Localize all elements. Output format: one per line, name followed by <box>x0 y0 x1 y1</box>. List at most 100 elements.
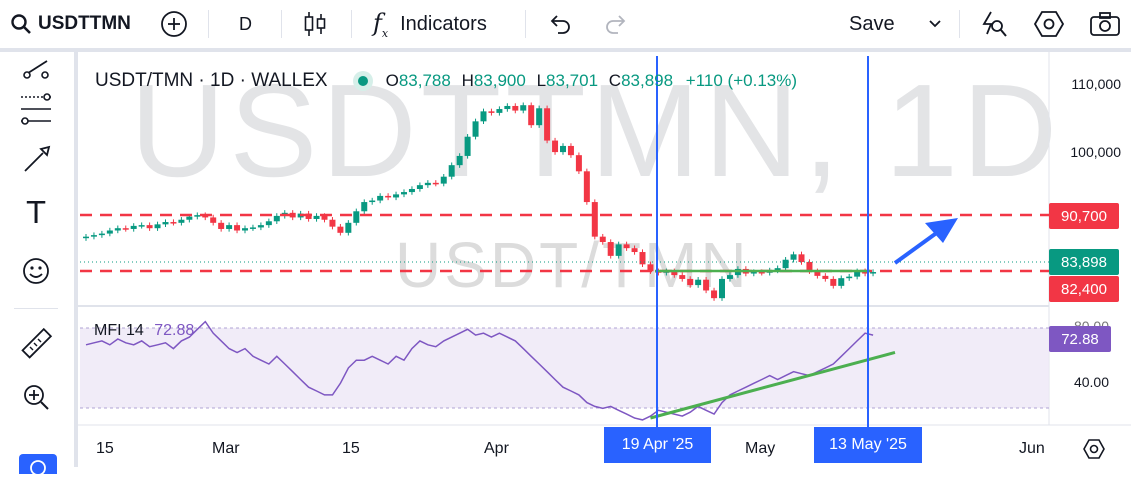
candle-body <box>90 235 97 237</box>
candle-body <box>416 185 423 189</box>
tool-fib-retracement[interactable] <box>17 90 55 128</box>
text-tool-icon: T <box>26 195 46 231</box>
redo-icon <box>606 15 626 34</box>
candle-body <box>512 105 519 111</box>
candle-body <box>703 279 710 291</box>
candle-body <box>854 271 861 277</box>
separator <box>525 10 526 38</box>
candle-body <box>329 219 336 227</box>
compare-button[interactable] <box>160 0 188 48</box>
lightning-search-icon <box>982 11 1007 37</box>
redo-button[interactable] <box>604 0 628 48</box>
candle-body <box>464 136 471 156</box>
mfi-line <box>85 320 874 421</box>
save-menu-button[interactable] <box>928 0 942 48</box>
candle-body <box>583 171 590 203</box>
candle-body <box>520 105 527 111</box>
candle-body <box>186 216 193 220</box>
tool-brush[interactable] <box>17 141 55 179</box>
candle-body <box>798 254 805 263</box>
price-badge-support: 82,400 <box>1049 276 1119 302</box>
candle-body <box>273 215 280 222</box>
tool-zoom[interactable] <box>17 378 55 416</box>
mfi-trendline <box>650 351 896 420</box>
tool-text[interactable]: T <box>17 194 55 232</box>
tool-magnet-active[interactable] <box>19 454 57 476</box>
candle-body <box>321 215 328 220</box>
candle-body <box>114 228 121 231</box>
save-button[interactable]: Save <box>849 12 895 35</box>
candle-body <box>591 202 598 237</box>
mfi-label-40: 40.00 <box>1073 374 1109 390</box>
quick-search-button[interactable] <box>978 0 1008 48</box>
price-badge-resistance: 90,700 <box>1049 203 1119 229</box>
candle-body <box>544 108 551 141</box>
price-chart[interactable] <box>0 0 1131 467</box>
candle-body <box>790 254 797 260</box>
candle-body <box>138 225 145 227</box>
price-badge-last: 83,898 <box>1049 249 1119 275</box>
candle-body <box>432 182 439 185</box>
candle-body <box>846 276 853 279</box>
settings-button[interactable] <box>1034 0 1064 48</box>
magnet-icon <box>30 460 46 476</box>
interval-button[interactable]: D <box>239 13 252 34</box>
candle-body <box>393 194 400 198</box>
candle-body <box>122 228 129 230</box>
separator <box>351 10 352 38</box>
ruler-icon <box>21 327 53 359</box>
tool-emoji[interactable] <box>17 252 55 290</box>
brush-icon <box>24 145 51 172</box>
arrow-icon <box>893 218 958 265</box>
candle-body <box>615 244 622 256</box>
time-label-may: May <box>745 440 776 457</box>
undo-icon <box>550 15 570 34</box>
chart-type-button[interactable] <box>303 0 327 48</box>
candle-body <box>830 278 837 286</box>
indicators-button[interactable]: fx Indicators <box>373 0 487 48</box>
snapshot-button[interactable] <box>1089 0 1121 48</box>
candle-body <box>249 227 256 229</box>
mfi-band <box>80 328 1049 408</box>
candle-body <box>782 259 789 269</box>
candle-body <box>130 225 137 229</box>
top-toolbar: USDTTMN D fx Indicators Save <box>0 0 1131 52</box>
candle-body <box>488 111 495 113</box>
separator <box>14 308 58 309</box>
candle-body <box>719 278 725 299</box>
candle-body <box>679 275 686 279</box>
undo-button[interactable] <box>548 0 572 48</box>
candle-body <box>257 225 264 228</box>
candle-body <box>671 271 678 276</box>
separator <box>281 10 282 38</box>
symbol-search[interactable]: USDTTMN <box>10 0 131 48</box>
candle-body <box>401 192 407 195</box>
candle-body <box>822 275 829 279</box>
candle-body <box>385 195 392 198</box>
symbol-watermark: USDTTMN, 1D <box>130 57 1062 204</box>
candle-body <box>234 225 241 231</box>
candle-body <box>305 213 312 219</box>
tool-measure-crossing[interactable] <box>17 52 55 90</box>
candle-body <box>337 226 344 233</box>
candle-body <box>814 271 821 276</box>
time-label-jun: Jun <box>1019 440 1045 457</box>
mfi-value: 72.88 <box>154 322 195 339</box>
candle-body <box>870 272 877 274</box>
date-badge-2: 13 May '25 <box>814 427 922 463</box>
candle-body <box>639 252 646 265</box>
candle-body <box>472 121 479 137</box>
candle-body <box>774 268 781 271</box>
candle-body <box>345 222 352 233</box>
tool-ruler[interactable] <box>17 325 55 363</box>
crossing-lines-icon <box>23 60 49 79</box>
candle-body <box>552 140 559 153</box>
time-label-mar: Mar <box>212 440 240 457</box>
candle-body <box>560 145 566 153</box>
separator <box>959 10 960 38</box>
candle-body <box>496 109 503 113</box>
settings-gear-icon[interactable] <box>1083 438 1105 460</box>
candle-body <box>194 215 201 217</box>
candle-body <box>242 228 248 231</box>
indicators-label: Indicators <box>400 12 487 35</box>
